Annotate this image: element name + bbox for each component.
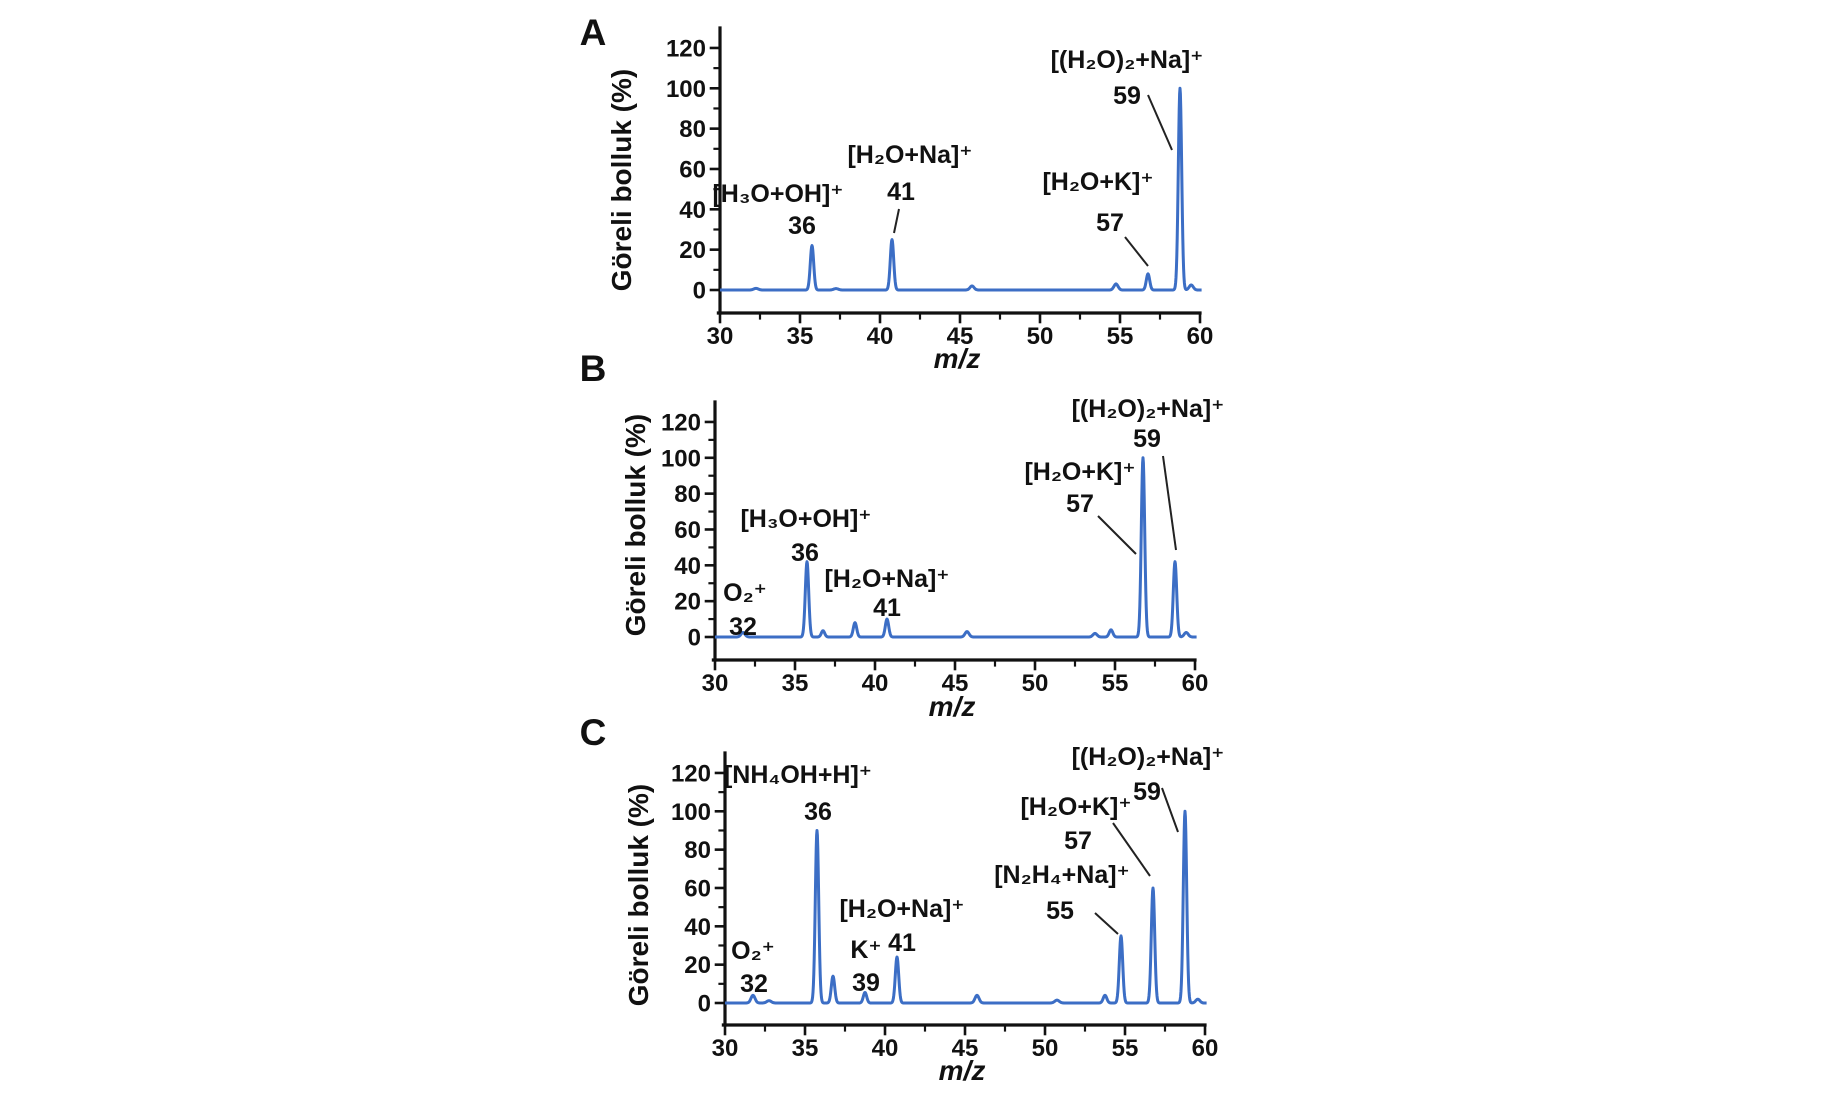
panel-letter: B xyxy=(580,348,607,389)
y-tick-label: 20 xyxy=(679,237,706,264)
y-tick-label: 40 xyxy=(679,197,706,224)
peak-annotation: [H₃O+OH]⁺ xyxy=(712,180,843,208)
leader-line xyxy=(893,208,900,234)
y-tick-label: 100 xyxy=(661,445,701,472)
y-tick-label: 60 xyxy=(684,875,711,902)
peak-annotation: [(H₂O)₂+Na]⁺ xyxy=(1072,395,1225,423)
peak-annotation: 59 xyxy=(1113,82,1141,110)
y-tick-label: 120 xyxy=(666,35,706,62)
x-tick-label: 40 xyxy=(862,670,889,697)
x-tick-label: 40 xyxy=(867,323,894,350)
peak-annotation: [H₂O+K]⁺ xyxy=(1020,793,1131,821)
x-tick-label: 40 xyxy=(872,1035,899,1062)
leader-line xyxy=(1147,94,1173,151)
x-tick-label: 45 xyxy=(952,1035,979,1062)
y-tick-label: 20 xyxy=(684,952,711,979)
peak-annotation: [N₂H₄+Na]⁺ xyxy=(994,861,1130,889)
y-tick-label: 120 xyxy=(661,409,701,436)
x-tick-label: 60 xyxy=(1182,670,1209,697)
y-tick-label: 0 xyxy=(698,991,711,1018)
y-tick-label: 100 xyxy=(666,76,706,103)
peak-annotation: 36 xyxy=(804,798,832,826)
peak-annotation: 55 xyxy=(1046,897,1074,925)
panel-letter: A xyxy=(580,12,607,53)
peak-annotation: O₂⁺ xyxy=(731,937,775,965)
leader-line xyxy=(1124,236,1149,267)
peak-annotation: [H₂O+K]⁺ xyxy=(1024,458,1135,486)
x-tick-label: 50 xyxy=(1032,1035,1059,1062)
peak-annotation: O₂⁺ xyxy=(723,579,767,607)
y-tick-label: 80 xyxy=(684,837,711,864)
spectrum-panel-A: 0 20 40 60 80 100 120 30 35 40 45 50 55 60 Göreli boll… xyxy=(580,12,1214,374)
x-tick-label: 50 xyxy=(1022,670,1049,697)
x-tick-label: 55 xyxy=(1107,323,1134,350)
x-tick-label: 60 xyxy=(1187,323,1214,350)
spectrum-panel-C: 0 20 40 60 80 100 120 30 35 40 45 50 55 60 Göreli boll… xyxy=(580,712,1225,1086)
x-tick-label: 30 xyxy=(702,670,729,697)
spectrum-line xyxy=(723,809,1208,1005)
peak-annotation: 41 xyxy=(887,178,915,206)
y-tick-label: 0 xyxy=(688,625,701,652)
x-tick-label: 50 xyxy=(1027,323,1054,350)
peak-annotation: [(H₂O)₂+Na]⁺ xyxy=(1051,46,1204,74)
peak-annotation: 57 xyxy=(1066,490,1094,518)
x-tick-label: 35 xyxy=(787,323,814,350)
peak-annotation: [H₂O+K]⁺ xyxy=(1042,168,1153,196)
y-tick-label: 0 xyxy=(693,278,706,305)
leader-line xyxy=(1094,912,1119,935)
x-tick-label: 45 xyxy=(942,670,969,697)
x-tick-label: 55 xyxy=(1102,670,1129,697)
peak-annotation: 36 xyxy=(791,539,819,567)
peak-annotation: [H₂O+Na]⁺ xyxy=(839,895,964,923)
spectrum-panel-B: 0 20 40 60 80 100 120 30 35 40 45 50 55 60 Göreli boll… xyxy=(580,348,1225,722)
leader-line xyxy=(1161,787,1179,833)
peak-annotation: 59 xyxy=(1133,778,1161,806)
peak-annotation: 59 xyxy=(1133,425,1161,453)
y-axis-title: Göreli bolluk (%) xyxy=(606,69,637,291)
y-tick-label: 60 xyxy=(674,517,701,544)
y-tick-label: 80 xyxy=(674,481,701,508)
y-axis-title: Göreli bolluk (%) xyxy=(623,784,654,1006)
y-axis-title: Göreli bolluk (%) xyxy=(620,414,651,636)
leader-line xyxy=(1112,822,1151,877)
peak-annotation: 41 xyxy=(873,594,901,622)
peak-annotation: 57 xyxy=(1096,209,1124,237)
x-tick-label: 30 xyxy=(707,323,734,350)
x-tick-label: 60 xyxy=(1192,1035,1219,1062)
y-tick-label: 60 xyxy=(679,156,706,183)
peak-annotation: 32 xyxy=(729,613,757,641)
peak-annotation: 39 xyxy=(852,969,880,997)
peak-annotation: K⁺ xyxy=(850,936,881,964)
peak-annotation: 41 xyxy=(888,929,916,957)
peak-annotation: 57 xyxy=(1064,827,1092,855)
peak-annotation: [H₃O+OH]⁺ xyxy=(740,505,871,533)
y-tick-label: 20 xyxy=(674,589,701,616)
y-tick-label: 40 xyxy=(674,553,701,580)
x-axis-title: m/z xyxy=(934,343,981,374)
spectrum-line xyxy=(713,456,1198,639)
panel-letter: C xyxy=(580,712,607,753)
y-tick-label: 120 xyxy=(671,760,711,787)
peak-annotation: [NH₄OH+H]⁺ xyxy=(724,761,872,789)
x-tick-label: 35 xyxy=(792,1035,819,1062)
peak-annotation: 36 xyxy=(788,212,816,240)
y-tick-label: 80 xyxy=(679,116,706,143)
peak-annotation: [(H₂O)₂+Na]⁺ xyxy=(1072,743,1225,771)
peak-annotation: 32 xyxy=(740,970,768,998)
spectrum-line xyxy=(718,86,1203,292)
x-tick-label: 55 xyxy=(1112,1035,1139,1062)
x-tick-label: 30 xyxy=(712,1035,739,1062)
leader-line xyxy=(1097,515,1137,555)
y-tick-label: 100 xyxy=(671,799,711,826)
peak-annotation: [H₂O+Na]⁺ xyxy=(824,565,949,593)
peak-annotation: [H₂O+Na]⁺ xyxy=(847,141,972,169)
y-tick-label: 40 xyxy=(684,914,711,941)
x-tick-label: 35 xyxy=(782,670,809,697)
x-axis-title: m/z xyxy=(939,1055,986,1086)
x-tick-label: 45 xyxy=(947,323,974,350)
x-axis-title: m/z xyxy=(929,691,976,722)
leader-line xyxy=(1162,455,1177,551)
